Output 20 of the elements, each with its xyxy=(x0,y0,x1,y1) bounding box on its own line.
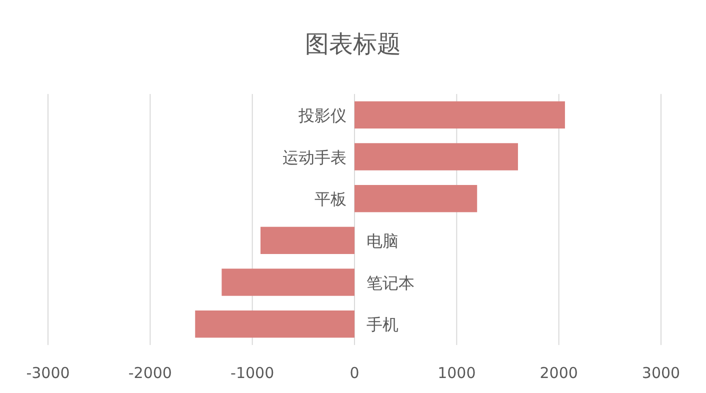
y-tick-label: 投影仪 xyxy=(298,106,346,125)
y-tick-label: 手机 xyxy=(366,315,398,334)
y-tick-label: 电脑 xyxy=(366,231,398,250)
bar xyxy=(354,143,518,170)
y-tick-label: 运动手表 xyxy=(282,148,346,167)
x-tick-label: -3000 xyxy=(26,364,70,382)
x-tick-label: -1000 xyxy=(230,364,274,382)
chart-title: 图表标题 xyxy=(305,30,401,58)
bar xyxy=(354,184,478,212)
x-tick-label: -2000 xyxy=(128,364,172,382)
x-tick-label: 3000 xyxy=(642,364,680,382)
x-tick-label: 1000 xyxy=(438,364,476,382)
bar xyxy=(354,101,565,129)
x-tick-label: 2000 xyxy=(540,364,578,382)
bar xyxy=(195,310,354,338)
x-tick-label: 0 xyxy=(350,364,360,382)
bar xyxy=(222,268,354,296)
y-tick-label: 笔记本 xyxy=(366,273,414,292)
y-tick-label: 平板 xyxy=(314,190,346,209)
bar xyxy=(260,226,354,254)
